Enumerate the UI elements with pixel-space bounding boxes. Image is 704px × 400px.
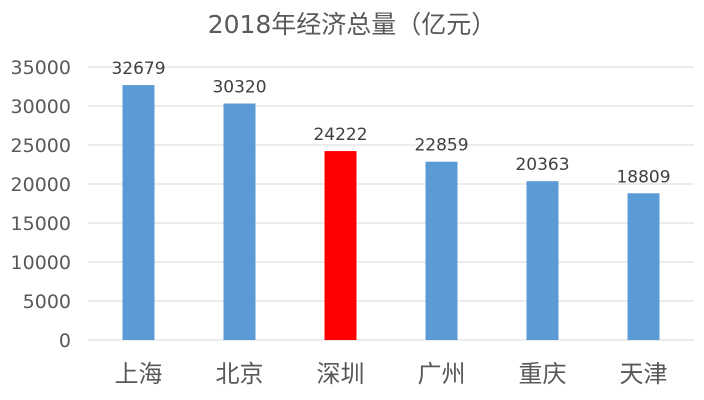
y-tick-label: 5000 [23, 291, 71, 313]
bar [425, 161, 458, 340]
data-label: 32679 [111, 59, 165, 79]
chart-title: 2018年经济总量（亿元） [208, 10, 497, 39]
y-tick-label: 35000 [11, 57, 71, 79]
bars [122, 85, 660, 341]
data-label: 20363 [515, 155, 569, 175]
y-axis-tick-labels: 0 5000 10000 15000 20000 25000 30000 35000 [11, 57, 71, 352]
bar [223, 103, 256, 340]
bar [324, 151, 357, 340]
data-label: 30320 [212, 78, 266, 98]
x-axis-tick-labels: 上海 北京 深圳 广州 重庆 天津 [115, 360, 668, 388]
data-label: 22859 [414, 136, 468, 156]
x-tick-label: 深圳 [317, 360, 365, 388]
bar [627, 193, 660, 340]
data-label: 18809 [616, 167, 670, 187]
bar [122, 85, 155, 341]
x-tick-label: 广州 [418, 360, 466, 388]
y-tick-label: 10000 [11, 252, 71, 274]
x-tick-label: 北京 [216, 360, 264, 388]
y-tick-label: 15000 [11, 213, 71, 235]
bar [526, 181, 559, 340]
y-tick-label: 30000 [11, 96, 71, 118]
x-tick-label: 重庆 [519, 360, 567, 388]
x-tick-label: 上海 [115, 360, 163, 388]
y-tick-label: 25000 [11, 135, 71, 157]
data-labels: 32679 30320 24222 22859 20363 18809 [111, 59, 670, 187]
y-tick-label: 20000 [11, 174, 71, 196]
y-tick-label: 0 [59, 330, 71, 352]
data-label: 24222 [313, 125, 367, 145]
x-tick-label: 天津 [620, 360, 668, 388]
gridlines [88, 66, 694, 302]
